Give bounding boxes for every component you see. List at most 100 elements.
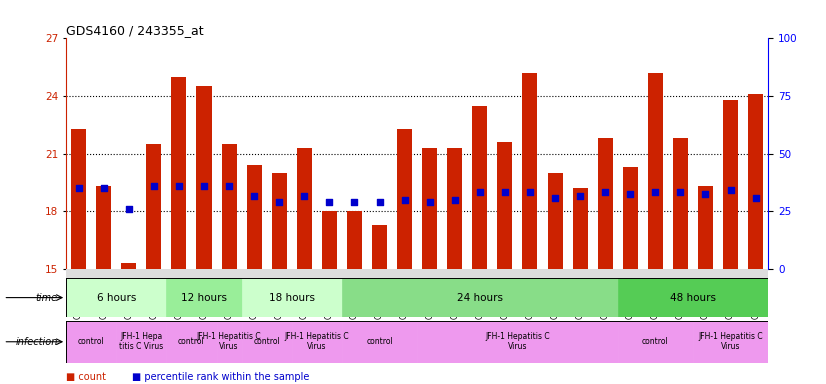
Bar	[116, 269, 141, 278]
Point	[72, 185, 85, 191]
Bar	[668, 269, 693, 278]
Point	[248, 193, 261, 199]
Bar	[372, 225, 387, 269]
Point	[173, 183, 186, 189]
Bar	[96, 186, 112, 269]
Bar	[447, 148, 463, 269]
Point	[423, 199, 436, 205]
Text: JFH-1 Hepatitis C
Virus: JFH-1 Hepatitis C Virus	[485, 332, 550, 351]
Text: 12 hours: 12 hours	[181, 293, 227, 303]
Text: control: control	[254, 337, 280, 346]
Bar	[723, 100, 738, 269]
Bar	[543, 269, 567, 278]
Bar	[522, 73, 538, 269]
Bar	[297, 148, 312, 269]
Bar	[267, 269, 292, 278]
Bar	[497, 142, 512, 269]
Point	[373, 199, 386, 205]
Text: control: control	[178, 337, 205, 346]
Point	[297, 193, 311, 199]
Bar	[468, 269, 492, 278]
Point	[699, 191, 712, 197]
Bar	[693, 321, 768, 363]
Point	[449, 197, 462, 203]
Bar	[71, 129, 86, 269]
Point	[323, 199, 336, 205]
Point	[197, 183, 211, 189]
Text: ■ count: ■ count	[66, 372, 106, 382]
Bar	[442, 269, 468, 278]
Bar	[618, 278, 768, 317]
Bar	[492, 269, 517, 278]
Bar	[166, 269, 192, 278]
Bar	[623, 167, 638, 269]
Bar	[197, 86, 211, 269]
Bar	[422, 148, 437, 269]
Bar	[241, 269, 267, 278]
Bar	[743, 269, 768, 278]
Point	[122, 206, 135, 212]
Bar	[748, 94, 763, 269]
Bar	[643, 269, 668, 278]
Bar	[272, 173, 287, 269]
Text: ■ percentile rank within the sample: ■ percentile rank within the sample	[132, 372, 310, 382]
Point	[548, 195, 562, 201]
Point	[97, 185, 111, 191]
Bar	[322, 211, 337, 269]
Text: JFH-1 Hepatitis C
Virus: JFH-1 Hepatitis C Virus	[197, 332, 261, 351]
Point	[648, 189, 662, 195]
Bar	[91, 269, 116, 278]
Bar	[572, 188, 587, 269]
Text: control: control	[642, 337, 669, 346]
Bar	[141, 269, 166, 278]
Bar	[241, 278, 342, 317]
Bar	[548, 173, 563, 269]
Point	[524, 189, 537, 195]
Point	[749, 195, 762, 201]
Bar	[342, 269, 367, 278]
Bar	[397, 129, 412, 269]
Bar	[317, 269, 342, 278]
Bar	[367, 269, 392, 278]
Bar	[648, 73, 663, 269]
Point	[473, 189, 487, 195]
Bar	[216, 269, 241, 278]
Bar	[66, 278, 166, 317]
Point	[599, 189, 612, 195]
Bar	[718, 269, 743, 278]
Text: control: control	[366, 337, 393, 346]
Bar	[172, 77, 187, 269]
Text: 6 hours: 6 hours	[97, 293, 136, 303]
Bar	[241, 321, 292, 363]
Bar	[417, 269, 442, 278]
Text: GDS4160 / 243355_at: GDS4160 / 243355_at	[66, 24, 204, 37]
Point	[498, 189, 511, 195]
Bar	[216, 321, 241, 363]
Point	[348, 199, 361, 205]
Bar	[292, 321, 342, 363]
Text: JFH-1 Hepatitis C
Virus: JFH-1 Hepatitis C Virus	[698, 332, 763, 351]
Bar	[347, 211, 362, 269]
Bar	[618, 269, 643, 278]
Bar	[292, 269, 317, 278]
Point	[674, 189, 687, 195]
Bar	[593, 269, 618, 278]
Text: control: control	[78, 337, 105, 346]
Point	[724, 187, 737, 193]
Text: JFH-1 Hepa
titis C Virus: JFH-1 Hepa titis C Virus	[119, 332, 164, 351]
Point	[624, 191, 637, 197]
Bar	[693, 269, 718, 278]
Bar	[567, 269, 593, 278]
Point	[273, 199, 286, 205]
Bar	[417, 321, 618, 363]
Bar	[472, 106, 487, 269]
Text: JFH-1 Hepatitis C
Virus: JFH-1 Hepatitis C Virus	[284, 332, 349, 351]
Bar	[221, 144, 236, 269]
Point	[573, 193, 586, 199]
Bar	[192, 269, 216, 278]
Bar	[673, 138, 688, 269]
Bar	[342, 278, 618, 317]
Bar	[116, 321, 166, 363]
Bar	[146, 144, 161, 269]
Text: infection: infection	[16, 337, 58, 347]
